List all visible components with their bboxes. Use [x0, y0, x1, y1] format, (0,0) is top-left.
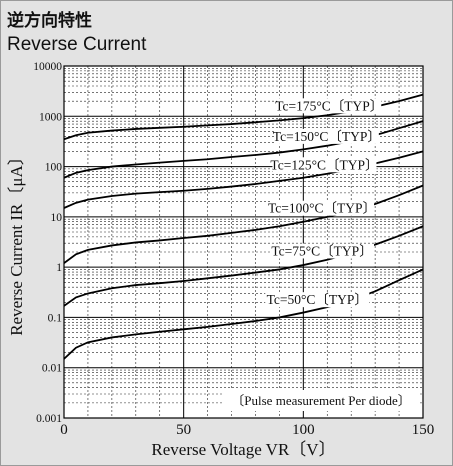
y-tick-label: 10000: [33, 61, 62, 73]
series-labels: Tc=175°C〔TYP〕 Tc=150°C〔TYP〕 Tc=125°C〔TYP〕 T…: [265, 98, 383, 308]
y-axis-label: Reverse Current IR〔μA〕: [7, 148, 26, 336]
chart-title-english: Reverse Current: [7, 34, 147, 55]
y-tick-labels: 0.001 0.01 0.1 1 10 100 1000 10000: [33, 61, 62, 425]
plot-area: [64, 66, 423, 418]
y-tick-label: 0.1: [48, 312, 63, 324]
series-label-bg: [270, 200, 375, 216]
x-tick-label: 150: [412, 422, 435, 438]
series-label-4: Tc=75°C〔TYP〕: [271, 243, 372, 258]
series-label-1: Tc=150°C〔TYP〕: [273, 129, 381, 144]
y-tick-label: 1: [56, 262, 62, 274]
x-tick-label: 100: [292, 422, 315, 438]
x-tick-label: 50: [176, 422, 191, 438]
y-tick-label: 100: [45, 162, 63, 174]
y-tick-label: 0.01: [42, 363, 62, 375]
annotation-text: 〔Pulse measurement Per diode〕: [231, 393, 410, 408]
annotation-bg: [224, 390, 418, 411]
series-label-bg: [270, 243, 375, 259]
y-tick-label: 1000: [39, 111, 62, 123]
series-label-3: Tc=100°C〔TYP〕: [268, 201, 376, 216]
y-tick-label: 10: [51, 212, 63, 224]
series-label-bg: [274, 128, 379, 144]
chart-title-japanese: 逆方向特性: [7, 11, 92, 31]
x-tick-label: 0: [60, 422, 68, 438]
plot-border: [63, 65, 424, 419]
minor-grid: [64, 66, 423, 418]
x-tick-labels: 0 50 100 150: [60, 422, 434, 438]
series-label-2: Tc=125°C〔TYP〕: [270, 157, 378, 172]
major-grid: [64, 66, 423, 418]
series-label-bg: [277, 98, 382, 114]
series-label-bg: [265, 292, 370, 308]
series-label-0: Tc=175°C〔TYP〕: [275, 98, 383, 113]
y-tick-label: 0.001: [36, 413, 62, 425]
series-label-5: Tc=50°C〔TYP〕: [267, 292, 368, 307]
series-label-bg: [272, 157, 377, 173]
x-axis-label: Reverse Voltage VR〔V〕: [151, 440, 335, 459]
pulse-measurement-note: 〔Pulse measurement Per diode〕: [224, 390, 418, 411]
